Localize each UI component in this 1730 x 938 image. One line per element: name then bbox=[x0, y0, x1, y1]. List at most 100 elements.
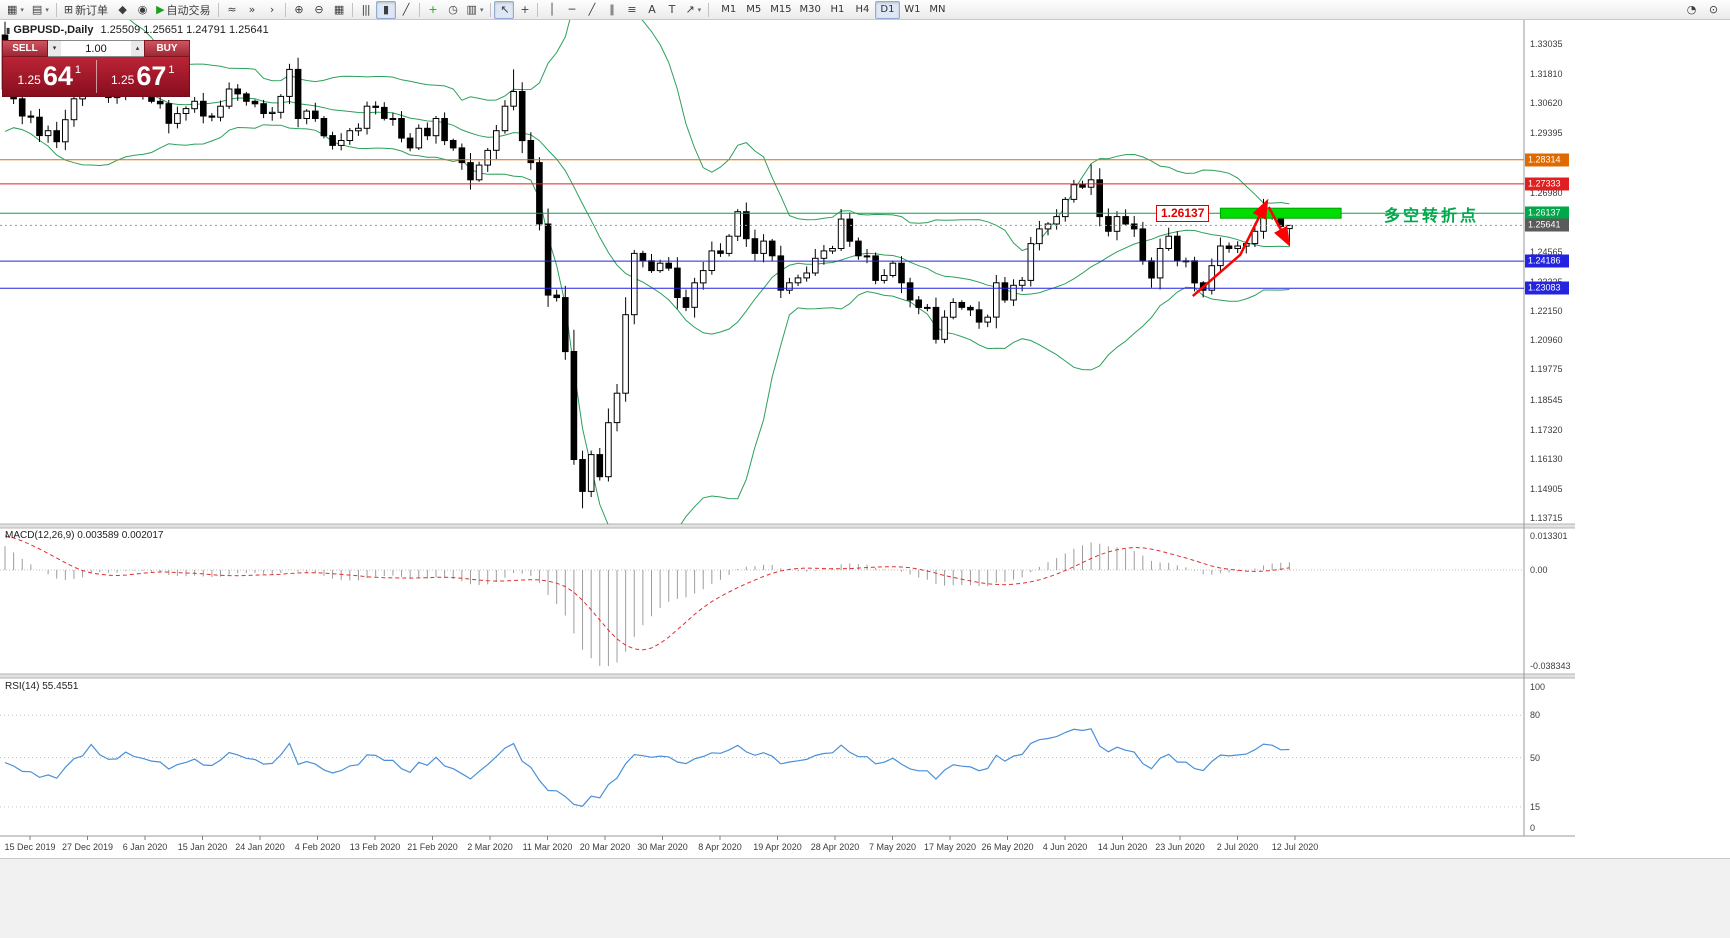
crosshair-icon[interactable]: + bbox=[514, 1, 534, 19]
profiles-icon: ▤ bbox=[31, 3, 42, 16]
chart-shift-icon[interactable]: › bbox=[262, 1, 282, 19]
buy-button[interactable]: BUY bbox=[144, 40, 190, 57]
vertical-line-icon[interactable]: │ bbox=[541, 1, 561, 19]
price-tick: 1.29395 bbox=[1530, 128, 1563, 139]
autotrading-button[interactable]: ▶ 自动交易 bbox=[152, 1, 214, 19]
macd-axis-min: -0.038343 bbox=[1530, 661, 1571, 671]
zoom-in-icon[interactable]: ⊕ bbox=[289, 1, 309, 19]
cursor-icon: ↖ bbox=[500, 3, 509, 16]
autotrading-label: 自动交易 bbox=[166, 3, 211, 17]
indicator-window-icon[interactable]: ≈ bbox=[222, 1, 242, 19]
chevron-down-icon: ▾ bbox=[45, 5, 49, 14]
new-order-button[interactable]: ⊞ 新订单 bbox=[60, 1, 112, 19]
equidistant-channel-icon[interactable]: ∥ bbox=[601, 1, 621, 19]
price-axis[interactable]: 1.33035 1.31810 1.30620 1.29395 1.26980 1.245… bbox=[1524, 0, 1594, 938]
horizontal-line-icon: ─ bbox=[568, 3, 576, 16]
turning-point-text[interactable]: 多空转折点 bbox=[1384, 208, 1480, 225]
symbol-name: GBPUSD-,Daily bbox=[13, 24, 94, 36]
price-tick: 1.17320 bbox=[1530, 424, 1563, 435]
ohlc-values: 1.25509 1.25651 1.24791 1.25641 bbox=[100, 24, 269, 36]
price-tick: 1.26980 bbox=[1530, 187, 1563, 198]
timeframe-m5-button[interactable]: M5 bbox=[746, 4, 762, 15]
metaeditor-icon[interactable]: ◆ bbox=[112, 1, 132, 19]
panel-separator[interactable] bbox=[0, 524, 1575, 528]
new-order-icon: ⊞ bbox=[63, 3, 73, 16]
cursor-icon[interactable]: ↖ bbox=[494, 0, 515, 19]
toolbar-separator bbox=[418, 2, 420, 17]
price-tick: 1.16130 bbox=[1530, 453, 1563, 464]
volume-increase-button[interactable]: ▴ bbox=[131, 41, 144, 56]
empty-panel-space bbox=[0, 858, 1730, 938]
rsi-axis-tick: 100 bbox=[1530, 682, 1546, 692]
community-icon[interactable]: ◔ bbox=[1681, 1, 1701, 19]
timeframe-d1-button[interactable]: D1 bbox=[874, 0, 900, 19]
timeframe-h1-button[interactable]: H1 bbox=[830, 4, 845, 15]
bollinger-lower-band[interactable] bbox=[4, 124, 1290, 544]
volume-stepper: ▾ ▴ bbox=[48, 40, 144, 57]
line-chart-icon[interactable]: ╱ bbox=[396, 1, 416, 19]
alerts-icon[interactable]: ◉ bbox=[132, 1, 152, 19]
toolbar-right-icons: ◔ ⊙ bbox=[1681, 1, 1727, 19]
sell-button[interactable]: SELL bbox=[2, 40, 48, 57]
new-chart-icon[interactable]: ▦ ▾ bbox=[3, 1, 28, 19]
timeframe-m30-button[interactable]: M30 bbox=[799, 4, 821, 15]
macd-histogram bbox=[4, 542, 1290, 666]
vertical-line-icon: │ bbox=[548, 3, 556, 16]
reversal-down-arrow[interactable] bbox=[1267, 206, 1291, 247]
candlestick-chart-icon[interactable]: ▮ bbox=[375, 0, 396, 19]
turning-point-zone[interactable] bbox=[1219, 207, 1342, 219]
price-tick: 1.30620 bbox=[1530, 98, 1563, 109]
trend-up-arrow[interactable] bbox=[1191, 198, 1269, 298]
text-icon[interactable]: A bbox=[641, 1, 661, 19]
add-indicator-icon[interactable]: + bbox=[423, 1, 443, 19]
period-icon[interactable]: ◷ bbox=[443, 1, 463, 19]
bollinger-middle-band[interactable] bbox=[4, 56, 1290, 335]
zoom-in-icon: ⊕ bbox=[294, 3, 303, 16]
chart-window[interactable]: ▮ GBPUSD-,Daily 1.25509 1.25651 1.24791 1.… bbox=[0, 20, 1730, 938]
price-tag-1.27333: 1.27333 bbox=[1525, 177, 1569, 191]
equidistant-channel-icon: ∥ bbox=[609, 3, 614, 16]
auto-scroll-icon[interactable]: » bbox=[242, 1, 262, 19]
zoom-out-icon[interactable]: ⊖ bbox=[309, 1, 329, 19]
panel-separator[interactable] bbox=[0, 674, 1575, 678]
toolbar-separator bbox=[351, 2, 353, 17]
text-label-icon[interactable]: T bbox=[661, 1, 681, 19]
chevron-down-icon: ▾ bbox=[20, 5, 24, 14]
price-tick: 1.14905 bbox=[1530, 483, 1563, 494]
fibonacci-icon[interactable]: ≡ bbox=[621, 1, 641, 19]
search-icon[interactable]: ⊙ bbox=[1703, 1, 1723, 19]
templates-icon[interactable]: ▥ ▾ bbox=[463, 1, 488, 19]
new-chart-icon: ▦ bbox=[7, 3, 17, 16]
line-chart-icon: ╱ bbox=[402, 3, 410, 16]
horizontal-line-icon[interactable]: ─ bbox=[561, 1, 581, 19]
fibonacci-icon: ≡ bbox=[627, 3, 636, 16]
timeframe-m15-button[interactable]: M15 bbox=[770, 4, 792, 15]
candlestick-mini-icon: ▮ bbox=[6, 26, 11, 35]
text-icon: A bbox=[648, 3, 655, 16]
chevron-down-icon: ▾ bbox=[697, 5, 702, 14]
sell-price[interactable]: 1.25 64 1 bbox=[17, 61, 82, 91]
chevron-down-icon: ▾ bbox=[479, 5, 484, 14]
bar-chart-icon[interactable]: ||| bbox=[356, 1, 376, 19]
volume-input[interactable] bbox=[61, 41, 131, 56]
macd-signal-line bbox=[4, 535, 1290, 651]
timeframe-mn-button[interactable]: MN bbox=[929, 4, 946, 15]
autotrading-icon: ▶ bbox=[156, 3, 165, 16]
price-tick: 1.13715 bbox=[1530, 513, 1563, 523]
rsi-axis-tick: 0 bbox=[1530, 823, 1536, 833]
tile-windows-icon[interactable]: ▦ bbox=[329, 1, 349, 19]
new-order-label: 新订单 bbox=[75, 3, 109, 17]
buy-price[interactable]: 1.25 67 1 bbox=[110, 61, 175, 91]
timeframe-m1-button[interactable]: M1 bbox=[721, 4, 737, 15]
timeframe-h4-button[interactable]: H4 bbox=[855, 4, 870, 15]
trendline-icon[interactable]: ╱ bbox=[581, 1, 601, 19]
profiles-icon[interactable]: ▤ ▾ bbox=[28, 1, 53, 19]
level-price-callout[interactable]: 1.26137 bbox=[1156, 205, 1210, 222]
timeframe-w1-button[interactable]: W1 bbox=[904, 4, 921, 15]
volume-decrease-button[interactable]: ▾ bbox=[48, 41, 61, 56]
chart-symbol-ohlc: ▮ GBPUSD-,Daily 1.25509 1.25651 1.24791 1.… bbox=[6, 24, 269, 36]
arrows-icon[interactable]: ↗ ▾ bbox=[681, 1, 705, 19]
toolbar-separator bbox=[537, 2, 539, 17]
